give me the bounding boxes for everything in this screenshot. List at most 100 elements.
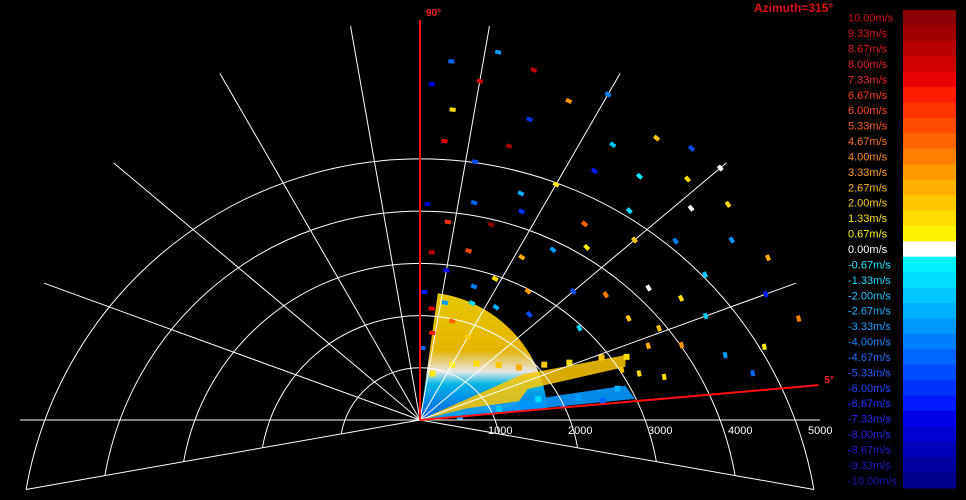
velocity-bin: [619, 366, 625, 374]
colorbar-label: 8.67m/s: [848, 44, 888, 56]
velocity-bin: [494, 49, 502, 55]
velocity-bin: [604, 91, 612, 98]
chart-title: Azimuth=315°: [754, 1, 833, 15]
velocity-bin: [448, 318, 456, 324]
velocity-bin: [552, 181, 560, 188]
velocity-bin: [631, 236, 638, 244]
colorbar-label: 4.67m/s: [848, 136, 888, 148]
radial-line: [419, 25, 490, 421]
core-bin: [495, 361, 502, 368]
velocity-bin: [576, 324, 583, 332]
colorbar-swatch: [903, 395, 956, 412]
velocity-bin: [441, 300, 449, 306]
radial-line: [419, 73, 621, 421]
core-bin: [599, 397, 606, 404]
dense-velocity-core: [420, 293, 635, 420]
colorbar-label: -8.00m/s: [848, 429, 891, 441]
velocity-bin: [565, 97, 573, 105]
velocity-bin: [428, 330, 436, 336]
colorbar-swatch: [903, 148, 956, 165]
velocity-bin: [724, 200, 732, 208]
colorbar-label: -1.33m/s: [848, 275, 891, 287]
colorbar-label: -4.00m/s: [848, 337, 891, 349]
velocity-bin: [525, 310, 533, 318]
velocity-bin: [464, 333, 472, 341]
core-bin: [473, 360, 480, 367]
velocity-bin: [602, 291, 610, 299]
colorbar-label: 0.67m/s: [848, 229, 888, 241]
colorbar-swatch: [903, 117, 956, 134]
colorbar-swatch: [903, 380, 956, 396]
velocity-bin: [580, 220, 589, 228]
core-bin: [598, 354, 605, 361]
velocity-bin: [625, 207, 633, 215]
colorbar-swatch: [903, 441, 956, 458]
velocity-bin: [701, 271, 709, 279]
velocity-bin: [444, 219, 452, 225]
velocity-bin: [722, 351, 728, 359]
velocity-bin: [428, 82, 435, 87]
velocity-bin: [636, 370, 642, 377]
velocity-bin: [728, 236, 736, 244]
colorbar-swatch: [903, 225, 956, 242]
velocity-bin: [524, 287, 532, 295]
core-bin: [496, 405, 503, 412]
colorbar-swatch: [903, 164, 956, 181]
core-bin: [566, 359, 573, 366]
colorbar-label: -6.00m/s: [848, 383, 891, 395]
colorbar-swatch: [903, 56, 956, 73]
colorbar-swatch: [903, 410, 956, 427]
velocity-bin: [487, 221, 495, 228]
velocity-bin: [762, 290, 769, 298]
core-bin: [535, 396, 542, 403]
colorbar-label: -9.33m/s: [848, 460, 891, 472]
colorbar-label: -8.67m/s: [848, 444, 891, 456]
range-tick-label: 1000: [488, 425, 512, 437]
colorbar-label: 2.67m/s: [848, 182, 888, 194]
colorbar-label: 3.33m/s: [848, 167, 888, 179]
velocity-bin: [428, 250, 435, 255]
velocity-bin: [441, 138, 448, 144]
range-tick-label: 5000: [808, 425, 832, 437]
velocity-bin: [468, 300, 476, 307]
core-bin: [541, 361, 548, 368]
velocity-bin: [476, 78, 484, 84]
velocity-bin: [424, 202, 431, 207]
colorbar-label: -10.00m/s: [848, 475, 897, 487]
colorbar-swatch: [903, 457, 956, 474]
velocity-bin: [421, 289, 428, 295]
velocity-bin: [661, 373, 667, 381]
velocity-bin: [795, 315, 802, 322]
velocity-bin: [652, 134, 661, 142]
colorbar-swatch: [903, 472, 956, 489]
velocity-bin: [635, 172, 644, 180]
colorbar-label: -5.33m/s: [848, 367, 891, 379]
velocity-bin: [687, 204, 695, 212]
colorbar-swatch: [903, 241, 956, 258]
velocity-bin: [583, 243, 591, 251]
colorbar-swatch: [903, 179, 956, 196]
radial-line: [350, 25, 421, 421]
colorbar-swatch: [903, 71, 956, 88]
velocity-bin: [656, 324, 662, 332]
colorbar-swatch: [903, 87, 956, 104]
velocity-bin: [530, 67, 538, 73]
colorbar-swatch: [903, 426, 956, 443]
velocity-bin: [505, 143, 513, 149]
colorbar-label: 2.00m/s: [848, 198, 888, 210]
range-tick-label: 2000: [568, 425, 592, 437]
colorbar-label: 6.67m/s: [848, 90, 888, 102]
core-bin: [614, 385, 621, 392]
velocity-bin: [465, 248, 472, 254]
colorbar-label: 10.00m/s: [848, 13, 894, 25]
colorbar-swatch: [903, 102, 956, 119]
core-bin: [623, 353, 630, 360]
colorbar-swatch: [903, 133, 956, 150]
colorbar-label: -7.33m/s: [848, 414, 891, 426]
colorbar-swatch: [903, 10, 956, 26]
velocity-bin: [645, 342, 652, 350]
core-bin: [429, 370, 436, 377]
colorbar-swatch: [903, 40, 956, 57]
colorbar-label: 5.33m/s: [848, 121, 888, 133]
